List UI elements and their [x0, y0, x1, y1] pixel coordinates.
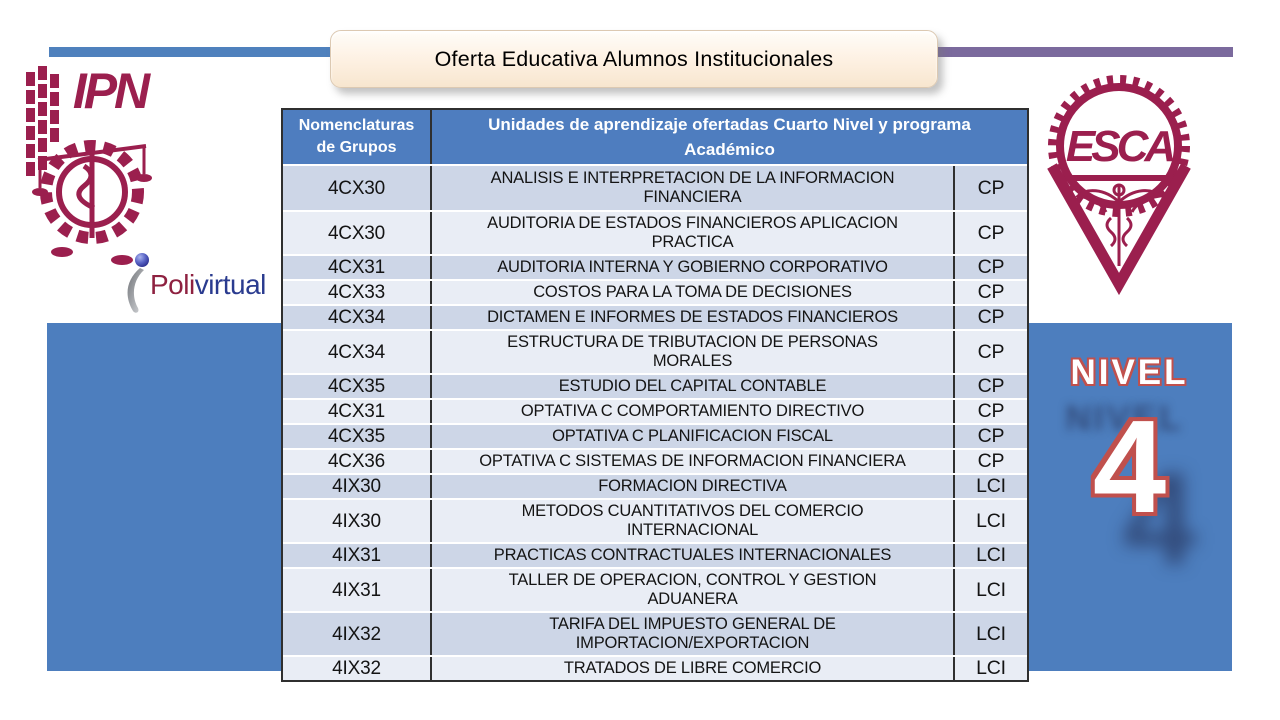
course-name-cell: OPTATIVA C SISTEMAS DE INFORMACION FINAN…: [432, 450, 955, 473]
table-row: 4CX31 AUDITORIA INTERNA Y GOBIERNO CORPO…: [283, 254, 1027, 279]
page-title: Oferta Educativa Alumnos Institucionales: [434, 46, 834, 71]
program-cell: LCI: [976, 657, 1006, 679]
group-code-cell: 4IX32: [283, 657, 432, 680]
course-name-cell: TARIFA DEL IMPUESTO GENERAL DE IMPORTACI…: [432, 613, 955, 655]
group-code-cell: 4IX30: [283, 475, 432, 498]
course-name-cell: OPTATIVA C COMPORTAMIENTO DIRECTIVO: [432, 400, 955, 423]
program-cell: CP: [977, 340, 1005, 363]
table-row: 4CX35 ESTUDIO DEL CAPITAL CONTABLE CP: [283, 373, 1027, 398]
course-name-cell: DICTAMEN E INFORMES DE ESTADOS FINANCIER…: [432, 306, 955, 329]
program-cell: CP: [977, 450, 1005, 472]
nivel-group: NIVEL 4: [1027, 323, 1232, 671]
table-row: 4IX31 TALLER DE OPERACION, CONTROL Y GES…: [283, 567, 1027, 611]
course-name-cell: COSTOS PARA LA TOMA DE DECISIONES: [432, 281, 955, 304]
table-row: 4IX32 TRATADOS DE LIBRE COMERCIO LCI: [283, 655, 1027, 680]
table-row: 4CX31 OPTATIVA C COMPORTAMIENTO DIRECTIV…: [283, 398, 1027, 423]
program-cell: CP: [977, 176, 1005, 199]
program-cell: CP: [977, 256, 1005, 278]
course-name-cell: ESTUDIO DEL CAPITAL CONTABLE: [432, 375, 955, 398]
ipn-logo: IPN: [26, 63, 154, 265]
program-cell: CP: [977, 425, 1005, 447]
group-code-cell: 4CX33: [283, 281, 432, 304]
polivirtual-wordmark: Polivirtual: [150, 269, 266, 301]
table-row: 4CX30 AUDITORIA DE ESTADOS FINANCIEROS A…: [283, 210, 1027, 254]
group-code-cell: 4CX35: [283, 425, 432, 448]
program-cell: LCI: [976, 622, 1006, 645]
program-cell: CP: [977, 281, 1005, 303]
group-code-cell: 4IX31: [283, 569, 432, 611]
table-row: 4CX35 OPTATIVA C PLANIFICACION FISCAL CP: [283, 423, 1027, 448]
group-code-cell: 4CX30: [283, 166, 432, 210]
table-row: 4CX34 ESTRUCTURA DE TRIBUTACION DE PERSO…: [283, 329, 1027, 373]
group-code-cell: 4CX35: [283, 375, 432, 398]
group-code-cell: 4IX30: [283, 500, 432, 542]
group-code-cell: 4CX31: [283, 400, 432, 423]
esca-logo: ESCA: [1047, 75, 1191, 296]
nivel-number: 4: [1092, 393, 1167, 540]
table-row: 4IX30 METODOS CUANTITATIVOS DEL COMERCIO…: [283, 498, 1027, 542]
course-table: Nomenclaturas de Grupos Unidades de apre…: [281, 108, 1029, 682]
table-row: 4IX31 PRACTICAS CONTRACTUALES INTERNACIO…: [283, 542, 1027, 567]
program-cell: LCI: [976, 578, 1006, 601]
ipn-letters: IPN: [73, 63, 151, 119]
table-row: 4CX30 ANALISIS E INTERPRETACION DE LA IN…: [283, 166, 1027, 210]
group-code-cell: 4CX31: [283, 256, 432, 279]
course-name-cell: METODOS CUANTITATIVOS DEL COMERCIO INTER…: [432, 500, 955, 542]
group-code-cell: 4CX30: [283, 212, 432, 254]
program-cell: CP: [977, 221, 1005, 244]
course-name-cell: ANALISIS E INTERPRETACION DE LA INFORMAC…: [432, 166, 955, 210]
course-name-cell: TRATADOS DE LIBRE COMERCIO: [432, 657, 955, 680]
course-name-cell: ESTRUCTURA DE TRIBUTACION DE PERSONAS MO…: [432, 331, 955, 373]
table-row: 4CX34 DICTAMEN E INFORMES DE ESTADOS FIN…: [283, 304, 1027, 329]
polivirtual-logo: Polivirtual: [121, 250, 296, 314]
title-banner: Oferta Educativa Alumnos Institucionales: [330, 30, 938, 88]
program-cell: CP: [977, 306, 1005, 328]
program-cell: LCI: [976, 509, 1006, 532]
table-body: 4CX30 ANALISIS E INTERPRETACION DE LA IN…: [283, 166, 1027, 680]
table-row: 4IX32 TARIFA DEL IMPUESTO GENERAL DE IMP…: [283, 611, 1027, 655]
program-cell: CP: [977, 400, 1005, 422]
group-code-cell: 4CX36: [283, 450, 432, 473]
polivirtual-poli-text: Poli: [150, 269, 195, 300]
nivel-label: NIVEL: [1070, 353, 1189, 392]
group-code-cell: 4IX32: [283, 613, 432, 655]
table-row: 4CX33 COSTOS PARA LA TOMA DE DECISIONES …: [283, 279, 1027, 304]
header-unidades: Unidades de aprendizaje ofertadas Cuarto…: [488, 114, 971, 160]
course-name-cell: OPTATIVA C PLANIFICACION FISCAL: [432, 425, 955, 448]
table-row: 4IX30 FORMACION DIRECTIVA LCI: [283, 473, 1027, 498]
top-rule-left: [49, 47, 333, 57]
program-cell: CP: [977, 375, 1005, 397]
polivirtual-swoosh-icon: [127, 253, 149, 313]
table-row: 4CX36 OPTATIVA C SISTEMAS DE INFORMACION…: [283, 448, 1027, 473]
group-code-cell: 4CX34: [283, 306, 432, 329]
table-header-row: Nomenclaturas de Grupos Unidades de apre…: [283, 110, 1027, 166]
course-name-cell: TALLER DE OPERACION, CONTROL Y GESTION A…: [432, 569, 955, 611]
program-cell: LCI: [976, 544, 1006, 566]
esca-letters: ESCA: [1066, 122, 1173, 171]
group-code-cell: 4CX34: [283, 331, 432, 373]
program-cell: LCI: [976, 475, 1006, 497]
course-name-cell: AUDITORIA DE ESTADOS FINANCIEROS APLICAC…: [432, 212, 955, 254]
header-nomenclaturas: Nomenclaturas de Grupos: [283, 110, 432, 164]
course-name-cell: AUDITORIA INTERNA Y GOBIERNO CORPORATIVO: [432, 256, 955, 279]
top-rule-right: [937, 47, 1233, 57]
polivirtual-virtual-text: virtual: [194, 269, 267, 300]
course-name-cell: FORMACION DIRECTIVA: [432, 475, 955, 498]
course-name-cell: PRACTICAS CONTRACTUALES INTERNACIONALES: [432, 544, 955, 567]
group-code-cell: 4IX31: [283, 544, 432, 567]
